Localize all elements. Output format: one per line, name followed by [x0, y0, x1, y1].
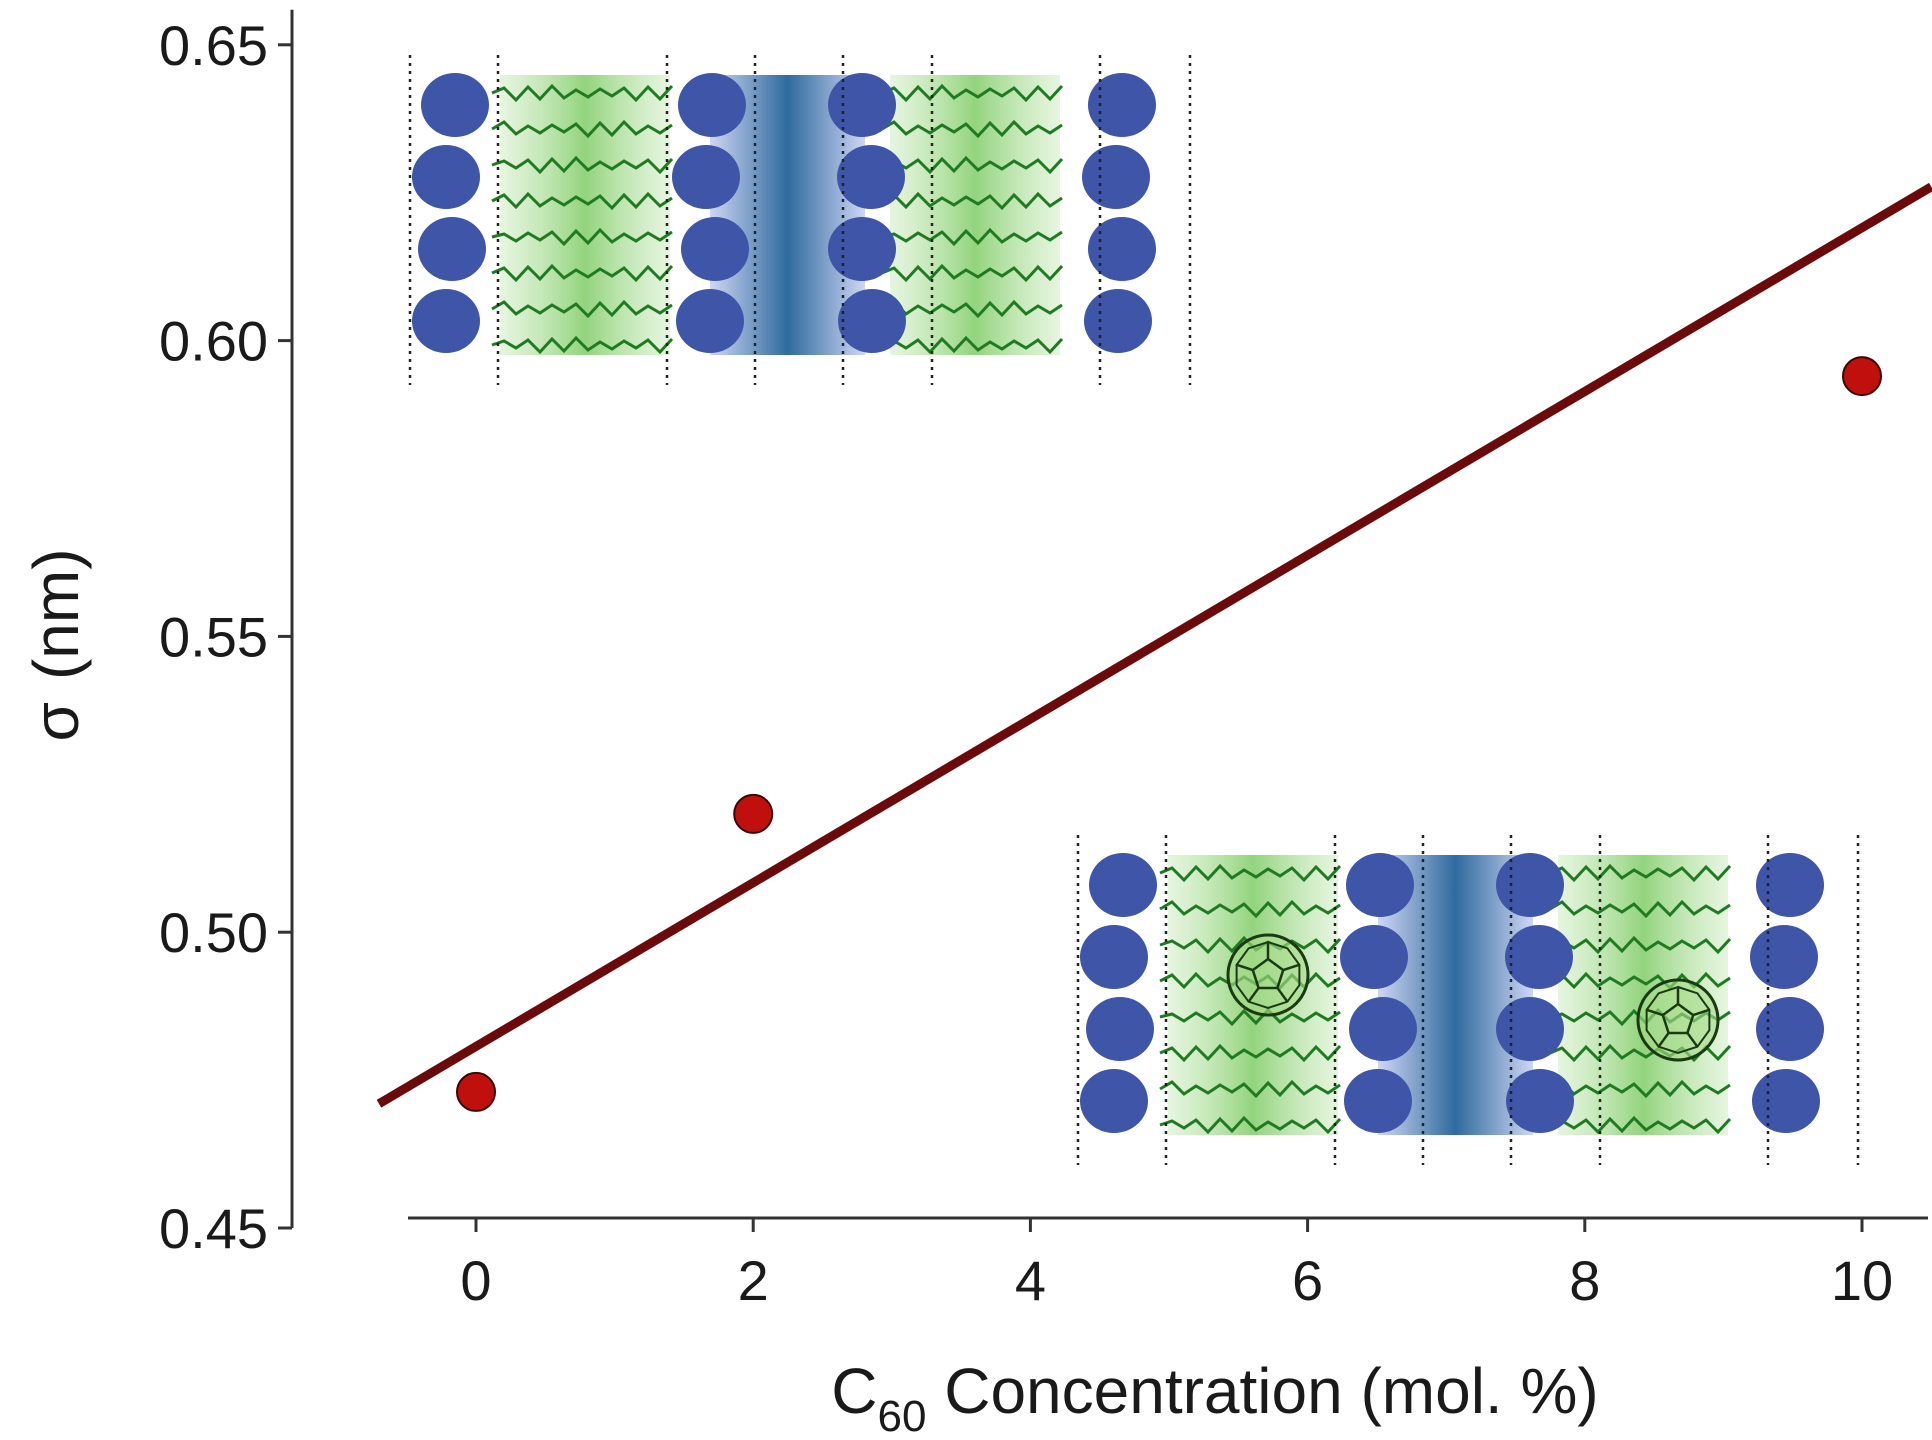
lipid-tail [1549, 971, 1731, 991]
lipid-head [828, 73, 896, 137]
data-point [733, 793, 774, 834]
lipid-tail [491, 191, 673, 211]
lipid-head [1086, 997, 1154, 1061]
lipid-head [412, 289, 480, 353]
x-tick-label: 0 [460, 1249, 491, 1312]
data-point [456, 1071, 496, 1112]
lipid-head [1750, 925, 1818, 989]
lipid-tail [491, 335, 674, 355]
lipid-tail [881, 119, 1063, 139]
inset-top [408, 55, 1192, 385]
x-axis-label-subscript: 60 [878, 1392, 927, 1440]
lipid-head [1756, 853, 1824, 917]
lipid-head [1088, 73, 1156, 137]
x-tick-label: 10 [1831, 1249, 1893, 1312]
lipid-tail [881, 227, 1063, 247]
lipid-tail [1159, 1115, 1342, 1135]
lipid-head [678, 73, 746, 137]
lipid-tail [1549, 863, 1732, 883]
lipid-tail [881, 191, 1063, 211]
lipid-head [1089, 853, 1157, 917]
lipid-head [828, 217, 896, 281]
x-axis-label-rest: Concentration (mol. %) [926, 1355, 1598, 1427]
x-tick-label: 2 [738, 1249, 769, 1312]
lipid-tail [491, 119, 673, 139]
lipid-tail [881, 83, 1064, 103]
y-tick-label: 0.65 [159, 14, 268, 77]
lipid-head [1346, 853, 1414, 917]
lipid-head [1752, 1069, 1820, 1133]
x-axis: 0 2 4 6 8 10 [408, 1216, 1928, 1312]
y-axis-symbol: σ [20, 702, 92, 742]
lipid-tail [1159, 1043, 1342, 1063]
lipid-head [412, 145, 480, 209]
y-axis: 0.45 0.50 0.55 0.60 0.65 [159, 9, 294, 1260]
x-tick-label: 8 [1569, 1249, 1600, 1312]
lipid-head [1349, 997, 1417, 1061]
fit-line-group [376, 182, 1932, 1108]
lipid-tail [1549, 899, 1731, 919]
fullerene-icon [1226, 933, 1310, 1017]
lipid-tail [491, 227, 673, 247]
lipid-tail [1159, 1007, 1341, 1027]
inset-bottom [1076, 835, 1860, 1165]
lipid-head [1084, 289, 1152, 353]
lipid-tail [491, 299, 673, 319]
lipid-head [672, 145, 740, 209]
lipid-head [1506, 1069, 1574, 1133]
y-tick-label: 0.45 [159, 1197, 268, 1260]
data-points [456, 356, 1882, 1112]
lipid-head [1496, 853, 1564, 917]
lipid-tail [1159, 1079, 1341, 1099]
lipid-head [681, 217, 749, 281]
lipid-head [418, 217, 486, 281]
lipid-tail [881, 263, 1064, 283]
lipid-tail [1549, 1115, 1732, 1135]
lipid-head [1080, 1069, 1148, 1133]
x-axis-label-prefix: C [831, 1355, 877, 1427]
y-tick-label: 0.60 [159, 310, 268, 373]
y-axis-label: σ (nm) [20, 548, 92, 741]
lipid-head [1088, 217, 1156, 281]
fit-line [376, 182, 1932, 1108]
lipid-tail [881, 155, 1064, 175]
lipid-tail [1549, 935, 1732, 955]
lipid-tail [881, 335, 1064, 355]
lipid-tail [881, 299, 1063, 319]
y-tick-label: 0.50 [159, 901, 268, 964]
tail-region [500, 75, 670, 355]
lipid-head [676, 289, 744, 353]
x-axis-label: C60 Concentration (mol. %) [831, 1355, 1598, 1440]
data-point [1842, 356, 1882, 397]
lipid-head [1080, 925, 1148, 989]
lipid-head [1344, 1069, 1412, 1133]
lipid-head [1505, 925, 1573, 989]
lipid-head [838, 289, 906, 353]
lipid-tail [1159, 899, 1341, 919]
y-axis-unit: (nm) [20, 548, 92, 680]
lipid-tail [491, 263, 674, 283]
y-tick-label: 0.55 [159, 605, 268, 668]
lipid-tail [491, 83, 674, 103]
lipid-head [1340, 925, 1408, 989]
lipid-tail [1549, 1079, 1731, 1099]
x-tick-label: 6 [1292, 1249, 1323, 1312]
lipid-tail [491, 155, 674, 175]
x-tick-label: 4 [1015, 1249, 1046, 1312]
lipid-head [1082, 145, 1150, 209]
lipid-tail [1159, 863, 1342, 883]
fullerene-icon [1636, 978, 1720, 1062]
tail-region [890, 75, 1060, 355]
lipid-head [1496, 997, 1564, 1061]
lipid-head [1756, 997, 1824, 1061]
lipid-head [837, 145, 905, 209]
lipid-head [421, 73, 489, 137]
